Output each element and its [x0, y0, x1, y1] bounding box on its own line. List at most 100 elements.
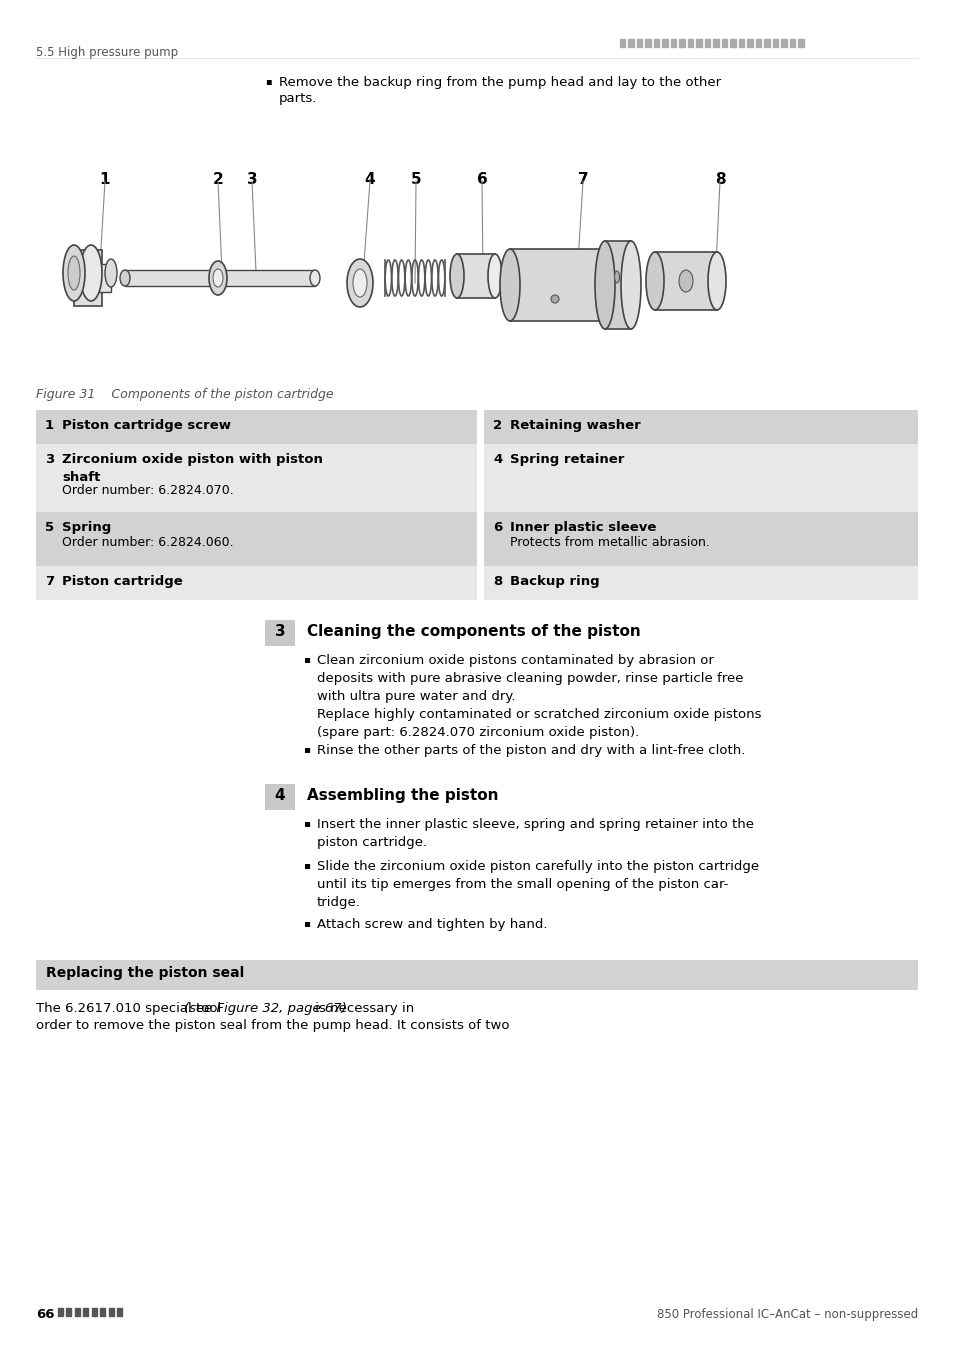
Text: Inner plastic sleeve: Inner plastic sleeve: [510, 521, 656, 535]
Text: 8: 8: [493, 575, 501, 589]
Bar: [84, 1308, 89, 1316]
Text: Clean zirconium oxide pistons contaminated by abrasion or
deposits with pure abr: Clean zirconium oxide pistons contaminat…: [316, 653, 760, 738]
Ellipse shape: [614, 271, 618, 284]
Ellipse shape: [105, 259, 117, 288]
Bar: [58, 1308, 63, 1316]
Text: Order number: 6.2824.060.: Order number: 6.2824.060.: [62, 536, 233, 549]
Bar: [645, 39, 650, 47]
Text: 8: 8: [714, 171, 724, 188]
Bar: [36, 512, 476, 566]
Ellipse shape: [595, 242, 615, 329]
Bar: [265, 620, 294, 647]
Bar: [637, 39, 641, 47]
Bar: [36, 566, 476, 599]
Text: 5: 5: [410, 171, 421, 188]
Bar: [670, 39, 676, 47]
Text: Slide the zirconium oxide piston carefully into the piston cartridge
until its t: Slide the zirconium oxide piston careful…: [316, 860, 759, 909]
Text: Spring: Spring: [62, 521, 112, 535]
Text: (see Figure 32, page 67): (see Figure 32, page 67): [184, 1002, 346, 1015]
Bar: [125, 270, 314, 286]
Bar: [696, 39, 701, 47]
Text: ▪: ▪: [303, 918, 310, 927]
Bar: [91, 265, 111, 292]
Bar: [67, 1308, 71, 1316]
Text: Spring retainer: Spring retainer: [510, 454, 623, 466]
Text: Cleaning the components of the piston: Cleaning the components of the piston: [307, 624, 640, 639]
Bar: [781, 39, 786, 47]
Bar: [456, 254, 495, 298]
Bar: [483, 410, 917, 444]
Bar: [772, 39, 778, 47]
Bar: [91, 1308, 97, 1316]
Text: 5: 5: [45, 521, 54, 535]
Bar: [510, 248, 604, 321]
Bar: [747, 39, 752, 47]
Bar: [679, 39, 684, 47]
Text: parts.: parts.: [278, 92, 317, 105]
Bar: [483, 566, 917, 599]
Bar: [661, 39, 667, 47]
Ellipse shape: [450, 254, 463, 298]
Bar: [74, 250, 102, 306]
Bar: [265, 784, 294, 810]
Text: 7: 7: [578, 171, 588, 188]
Text: order to remove the piston seal from the pump head. It consists of two: order to remove the piston seal from the…: [36, 1019, 509, 1031]
Ellipse shape: [310, 270, 319, 286]
Ellipse shape: [353, 269, 367, 297]
Text: 1: 1: [45, 418, 54, 432]
Text: Attach screw and tighten by hand.: Attach screw and tighten by hand.: [316, 918, 547, 932]
Text: Replacing the piston seal: Replacing the piston seal: [46, 967, 244, 980]
Bar: [763, 39, 769, 47]
Text: Order number: 6.2824.070.: Order number: 6.2824.070.: [62, 485, 233, 497]
Bar: [75, 1308, 80, 1316]
Text: 66: 66: [36, 1308, 54, 1322]
Bar: [628, 39, 634, 47]
Text: ▪: ▪: [303, 744, 310, 755]
Bar: [713, 39, 719, 47]
Ellipse shape: [80, 244, 102, 301]
Bar: [730, 39, 735, 47]
Ellipse shape: [488, 254, 501, 298]
Text: 3: 3: [274, 624, 285, 639]
Ellipse shape: [347, 259, 373, 306]
Bar: [483, 444, 917, 512]
Text: Rinse the other parts of the piston and dry with a lint-free cloth.: Rinse the other parts of the piston and …: [316, 744, 744, 757]
Bar: [36, 960, 917, 990]
Text: Retaining washer: Retaining washer: [510, 418, 640, 432]
Ellipse shape: [120, 270, 130, 286]
Ellipse shape: [679, 270, 692, 292]
Bar: [789, 39, 795, 47]
Ellipse shape: [645, 252, 663, 310]
Bar: [117, 1308, 122, 1316]
Bar: [655, 252, 717, 310]
Text: 5.5 High pressure pump: 5.5 High pressure pump: [36, 46, 178, 59]
Bar: [109, 1308, 113, 1316]
Ellipse shape: [213, 269, 223, 288]
Text: Assembling the piston: Assembling the piston: [307, 788, 498, 803]
Text: ▪: ▪: [303, 818, 310, 828]
Text: 1: 1: [100, 171, 111, 188]
Text: Insert the inner plastic sleeve, spring and spring retainer into the
piston cart: Insert the inner plastic sleeve, spring …: [316, 818, 753, 849]
Bar: [755, 39, 760, 47]
Bar: [798, 39, 803, 47]
Bar: [654, 39, 659, 47]
Text: Piston cartridge screw: Piston cartridge screw: [62, 418, 231, 432]
Text: 4: 4: [364, 171, 375, 188]
Text: 3: 3: [45, 454, 54, 466]
Text: Protects from metallic abrasion.: Protects from metallic abrasion.: [510, 536, 709, 549]
Ellipse shape: [551, 296, 558, 302]
Text: 2: 2: [213, 171, 223, 188]
Text: ▪: ▪: [303, 860, 310, 869]
Bar: [100, 1308, 106, 1316]
Bar: [604, 242, 630, 329]
Bar: [687, 39, 693, 47]
Bar: [483, 512, 917, 566]
Bar: [36, 410, 476, 444]
Bar: [36, 444, 476, 512]
Text: Remove the backup ring from the pump head and lay to the other: Remove the backup ring from the pump hea…: [278, 76, 720, 89]
Ellipse shape: [209, 261, 227, 296]
Text: Figure 31    Components of the piston cartridge: Figure 31 Components of the piston cartr…: [36, 387, 334, 401]
Text: Backup ring: Backup ring: [510, 575, 599, 589]
Bar: [721, 39, 727, 47]
Text: is necessary in: is necessary in: [311, 1002, 414, 1015]
